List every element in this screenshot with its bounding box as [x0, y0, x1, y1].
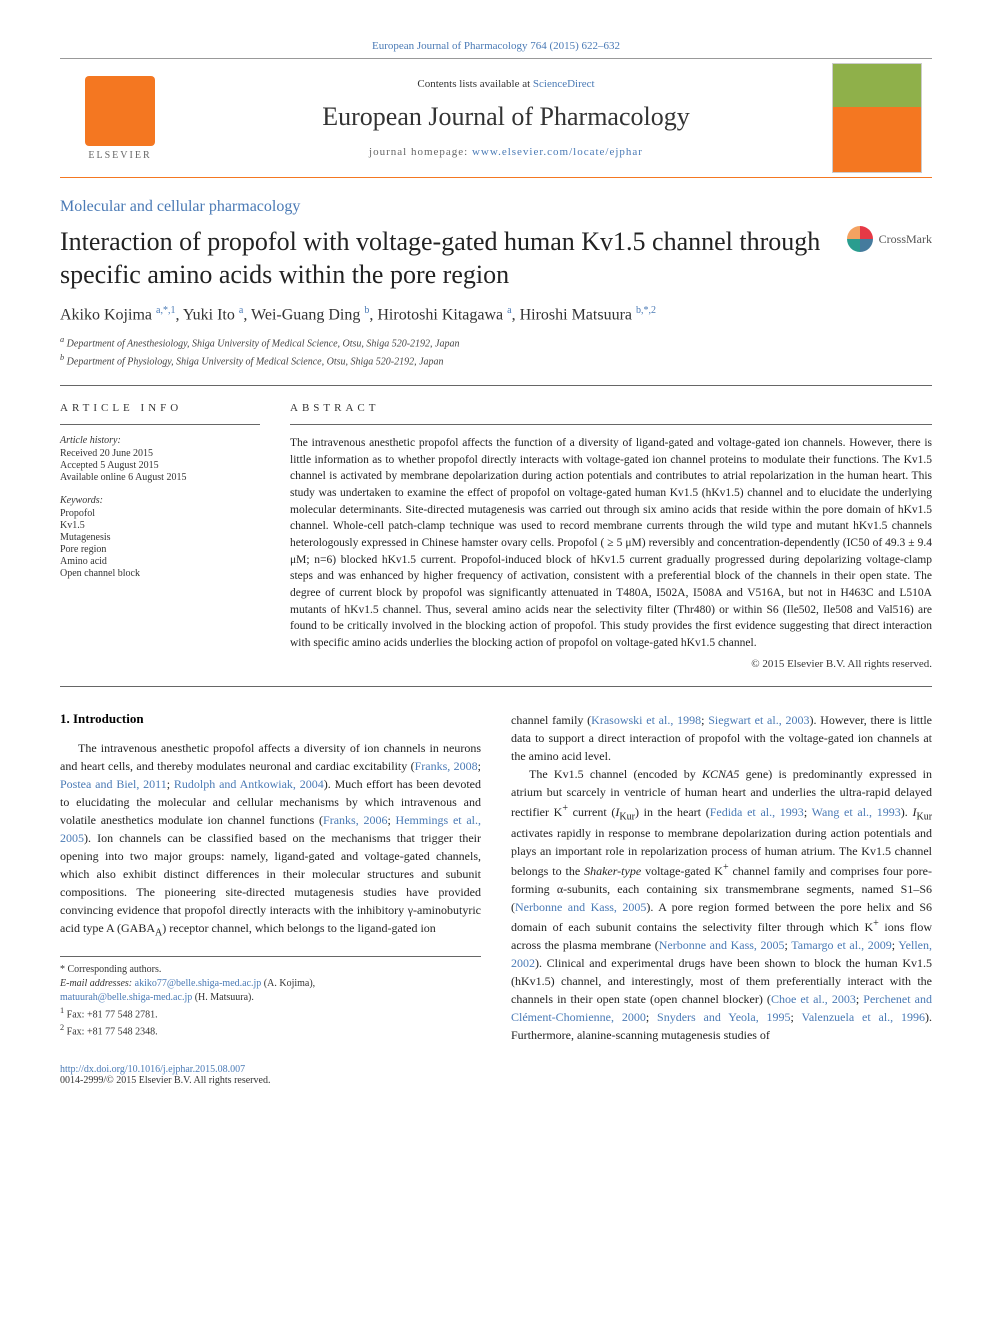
- keyword-item: Pore region: [60, 544, 260, 555]
- email-name-2: (H. Matsuura).: [192, 992, 254, 1003]
- crossmark-label: CrossMark: [879, 232, 932, 247]
- section-1-heading: 1. Introduction: [60, 711, 481, 727]
- homepage-prefix: journal homepage:: [369, 146, 472, 158]
- journal-homepage-link[interactable]: www.elsevier.com/locate/ejphar: [472, 146, 643, 158]
- elsevier-label: ELSEVIER: [88, 150, 151, 161]
- doi-link[interactable]: http://dx.doi.org/10.1016/j.ejphar.2015.…: [60, 1064, 245, 1075]
- rule-info: [60, 424, 260, 425]
- journal-header: ELSEVIER Contents lists available at Sci…: [60, 58, 932, 178]
- elsevier-tree-icon: [85, 76, 155, 146]
- doi-block: http://dx.doi.org/10.1016/j.ejphar.2015.…: [60, 1064, 481, 1086]
- intro-text-left: The intravenous anesthetic propofol affe…: [60, 739, 481, 940]
- meta-row: ARTICLE INFO Article history: Received 2…: [60, 402, 932, 670]
- affiliation-a-text: Department of Anesthesiology, Shiga Univ…: [67, 339, 460, 350]
- email-link-1[interactable]: akiko77@belle.shiga-med.ac.jp: [135, 978, 262, 989]
- corresponding-authors: * Corresponding authors.: [60, 963, 481, 977]
- sciencedirect-link[interactable]: ScienceDirect: [533, 78, 595, 90]
- rule-abstract: [290, 424, 932, 425]
- fax-1: 1 Fax: +81 77 548 2781.: [60, 1005, 481, 1022]
- email-link-2[interactable]: matuurah@belle.shiga-med.ac.jp: [60, 992, 192, 1003]
- fax-2: 2 Fax: +81 77 548 2348.: [60, 1022, 481, 1039]
- contents-lists-line: Contents lists available at ScienceDirec…: [180, 78, 832, 90]
- keyword-item: Mutagenesis: [60, 532, 260, 543]
- history-received: Received 20 June 2015: [60, 448, 260, 459]
- rule-top: [60, 385, 932, 386]
- abstract-text: The intravenous anesthetic propofol affe…: [290, 435, 932, 652]
- intro-para-2: The Kv1.5 channel (encoded by KCNA5 gene…: [511, 765, 932, 1044]
- page-container: European Journal of Pharmacology 764 (20…: [0, 0, 992, 1126]
- section-label: Molecular and cellular pharmacology: [60, 198, 932, 216]
- footnotes: * Corresponding authors. E-mail addresse…: [60, 956, 481, 1040]
- intro-para-cont: channel family (Krasowski et al., 1998; …: [511, 711, 932, 765]
- history-head: Article history:: [60, 435, 260, 446]
- journal-homepage-line: journal homepage: www.elsevier.com/locat…: [180, 146, 832, 158]
- contents-prefix: Contents lists available at: [417, 78, 532, 90]
- running-head[interactable]: European Journal of Pharmacology 764 (20…: [60, 40, 932, 52]
- keyword-item: Open channel block: [60, 568, 260, 579]
- issn-copyright: 0014-2999/© 2015 Elsevier B.V. All right…: [60, 1075, 481, 1086]
- crossmark-icon: [847, 226, 873, 252]
- title-row: Interaction of propofol with voltage-gat…: [60, 226, 932, 291]
- keyword-item: Propofol: [60, 508, 260, 519]
- authors-line: Akiko Kojima a,*,1, Yuki Ito a, Wei-Guan…: [60, 305, 932, 324]
- left-column: 1. Introduction The intravenous anesthet…: [60, 711, 481, 1086]
- keywords-head: Keywords:: [60, 495, 260, 506]
- abstract-col: ABSTRACT The intravenous anesthetic prop…: [290, 402, 932, 670]
- journal-name: European Journal of Pharmacology: [180, 102, 832, 132]
- article-title: Interaction of propofol with voltage-gat…: [60, 226, 847, 291]
- history-accepted: Accepted 5 August 2015: [60, 460, 260, 471]
- article-info-heading: ARTICLE INFO: [60, 402, 260, 414]
- intro-para-1: The intravenous anesthetic propofol affe…: [60, 739, 481, 940]
- emails-label: E-mail addresses:: [60, 978, 135, 989]
- abstract-heading: ABSTRACT: [290, 402, 932, 414]
- elsevier-logo[interactable]: ELSEVIER: [70, 68, 170, 168]
- article-info-col: ARTICLE INFO Article history: Received 2…: [60, 402, 260, 670]
- keyword-item: Kv1.5: [60, 520, 260, 531]
- affiliations: a Department of Anesthesiology, Shiga Un…: [60, 334, 932, 369]
- affiliation-a: a Department of Anesthesiology, Shiga Un…: [60, 334, 932, 351]
- header-center: Contents lists available at ScienceDirec…: [180, 78, 832, 158]
- affiliation-b-text: Department of Physiology, Shiga Universi…: [67, 356, 444, 367]
- copyright-line: © 2015 Elsevier B.V. All rights reserved…: [290, 658, 932, 670]
- affiliation-b: b Department of Physiology, Shiga Univer…: [60, 352, 932, 369]
- history-online: Available online 6 August 2015: [60, 472, 260, 483]
- crossmark-badge[interactable]: CrossMark: [847, 226, 932, 252]
- rule-bottom: [60, 686, 932, 687]
- body-columns: 1. Introduction The intravenous anesthet…: [60, 711, 932, 1086]
- right-column: channel family (Krasowski et al., 1998; …: [511, 711, 932, 1086]
- email-addresses: E-mail addresses: akiko77@belle.shiga-me…: [60, 977, 481, 991]
- keyword-item: Amino acid: [60, 556, 260, 567]
- email-name-1: (A. Kojima),: [261, 978, 315, 989]
- journal-cover-thumb[interactable]: [832, 63, 922, 173]
- intro-text-right: channel family (Krasowski et al., 1998; …: [511, 711, 932, 1044]
